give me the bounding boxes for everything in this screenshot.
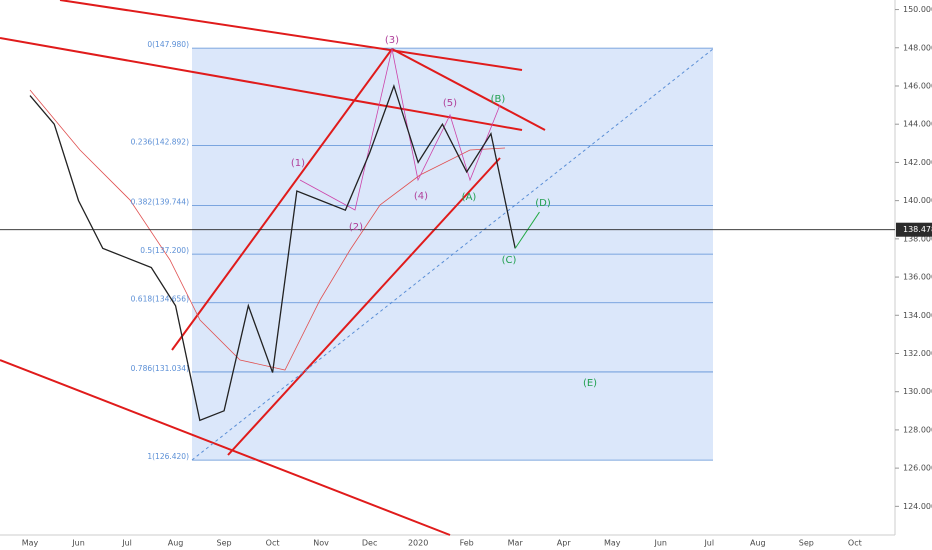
trendline	[0, 359, 451, 536]
fib-trend	[191, 48, 714, 461]
fib-label: 0.5(137.200)	[140, 246, 189, 255]
wave-label: (C)	[502, 255, 517, 266]
x-tick-label: Jul	[703, 539, 714, 548]
x-tick-label: Aug	[750, 539, 766, 548]
x-tick-label: Sep	[799, 539, 814, 548]
x-tick-label: 2020	[408, 539, 428, 548]
y-tick-label: 136.000	[903, 273, 932, 282]
trendline	[0, 37, 523, 131]
wave-label: (5)	[443, 98, 457, 109]
x-tick-label: Dec	[362, 539, 377, 548]
trendlines	[0, 0, 546, 536]
wave-path	[299, 48, 501, 211]
y-tick-label: 138.000	[903, 234, 932, 243]
y-tick-label: 148.000	[903, 43, 932, 52]
series-line	[29, 83, 516, 422]
y-tick-label: 130.000	[903, 387, 932, 396]
fib-label: 0.786(131.034)	[131, 364, 189, 373]
x-tick-label: Jun	[71, 539, 85, 548]
y-tick-label: 132.000	[903, 349, 932, 358]
trendline	[391, 48, 546, 131]
x-tick-label: Oct	[266, 539, 280, 548]
y-tick-label: 144.000	[903, 120, 932, 129]
wave-label: (E)	[583, 378, 597, 389]
fib-label: 0.382(139.744)	[131, 198, 189, 207]
fib-label: 0(147.980)	[147, 40, 189, 49]
last-price-box	[896, 222, 932, 237]
x-tick-label: Mar	[508, 539, 524, 548]
x-tick-label: May	[604, 539, 621, 548]
trendline	[59, 0, 523, 71]
fib-label: 0.236(142.892)	[131, 137, 189, 146]
fib-label: 1(126.420)	[147, 452, 189, 461]
y-tick-label: 126.000	[903, 464, 932, 473]
wave-label: (1)	[291, 158, 305, 169]
wave-label: (3)	[385, 35, 399, 46]
last-price-label: 138.478	[903, 225, 932, 234]
x-tick-label: Jun	[654, 539, 668, 548]
moving-average	[29, 89, 506, 371]
y-tick-label: 140.000	[903, 196, 932, 205]
x-tick-label: Nov	[313, 539, 329, 548]
wave-label: (A)	[462, 192, 477, 203]
y-tick-label: 134.000	[903, 311, 932, 320]
x-tick-label: Sep	[217, 539, 232, 548]
y-tick-label: 142.000	[903, 158, 932, 167]
x-tick-label: Feb	[460, 539, 474, 548]
x-tick-label: Aug	[168, 539, 184, 548]
y-tick-label: 124.000	[903, 502, 932, 511]
wave-label: (D)	[535, 198, 551, 209]
x-tick-label: May	[22, 539, 39, 548]
wave-label: (B)	[491, 94, 506, 105]
x-tick-label: Oct	[848, 539, 862, 548]
wave-label: (4)	[414, 191, 428, 202]
y-tick-label: 146.000	[903, 81, 932, 90]
wave-label: (2)	[349, 222, 363, 233]
series-line	[514, 211, 540, 249]
x-tick-label: Apr	[557, 539, 572, 548]
y-tick-label: 150.000	[903, 5, 932, 14]
y-tick-label: 128.000	[903, 425, 932, 434]
trendline	[227, 157, 501, 456]
trendline	[171, 48, 393, 351]
fib-label: 0.618(134.656)	[131, 295, 189, 304]
x-tick-label: Jul	[121, 539, 132, 548]
